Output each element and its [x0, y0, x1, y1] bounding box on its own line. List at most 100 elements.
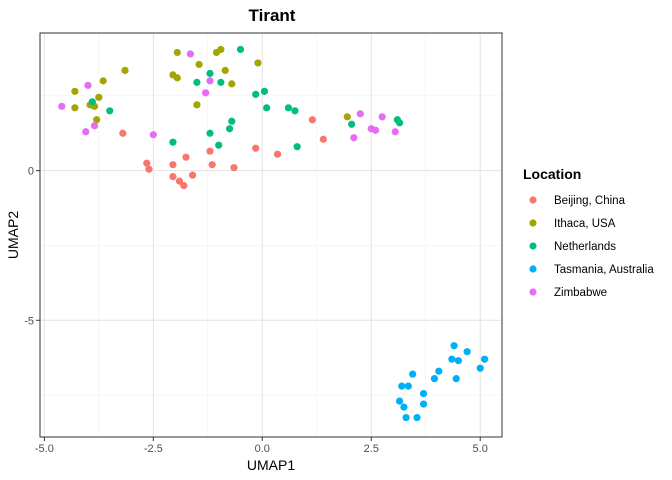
- data-point: [169, 161, 177, 169]
- x-tick-label: 2.5: [364, 443, 379, 455]
- plot-background: [40, 33, 502, 437]
- data-point: [398, 382, 406, 390]
- data-point: [254, 59, 262, 67]
- data-point: [95, 93, 103, 101]
- data-point: [202, 89, 210, 97]
- data-point: [293, 143, 301, 151]
- x-tick-label: 5.0: [473, 443, 488, 455]
- data-point: [58, 102, 66, 110]
- data-point: [291, 107, 299, 115]
- y-axis-ticks: -5 0: [24, 166, 40, 327]
- data-point: [169, 173, 177, 181]
- data-point: [93, 116, 101, 124]
- data-point: [350, 134, 358, 142]
- data-point: [450, 342, 458, 350]
- data-point: [173, 48, 181, 57]
- legend-title: Location: [523, 166, 581, 182]
- legend-label: Ithaca, USA: [554, 218, 616, 230]
- data-point: [206, 77, 214, 85]
- data-point: [71, 87, 79, 95]
- data-point: [182, 153, 190, 161]
- data-point: [188, 171, 197, 179]
- data-point: [273, 150, 282, 158]
- legend: Location Beijing, China Ithaca, USA Nether…: [523, 166, 654, 299]
- data-point: [82, 128, 90, 136]
- data-point: [419, 390, 428, 398]
- data-point: [121, 66, 129, 75]
- data-point: [149, 131, 157, 139]
- y-tick-label: -5: [24, 315, 34, 327]
- data-point: [119, 129, 127, 137]
- data-point: [372, 126, 380, 134]
- data-point: [206, 147, 214, 155]
- data-point: [430, 375, 439, 383]
- data-point: [193, 78, 201, 86]
- data-point: [308, 116, 317, 124]
- data-point: [106, 107, 114, 115]
- data-point: [319, 135, 327, 143]
- legend-label: Zimbabwe: [554, 287, 607, 299]
- data-point: [217, 78, 225, 86]
- data-point: [395, 119, 404, 127]
- data-point: [225, 125, 234, 133]
- data-point: [180, 182, 188, 190]
- x-axis-ticks: -5.0 -2.5 0.0 2.5 5.0: [35, 437, 488, 455]
- data-point: [252, 144, 260, 152]
- data-point: [463, 348, 471, 356]
- data-point: [99, 77, 107, 85]
- chart-title: Tirant: [249, 6, 296, 25]
- legend-key: [529, 242, 537, 250]
- data-point: [343, 113, 351, 121]
- data-point: [236, 45, 245, 54]
- data-point: [173, 74, 181, 82]
- data-point: [400, 403, 408, 411]
- data-point: [448, 355, 456, 363]
- data-points: [58, 45, 489, 422]
- data-point: [454, 357, 463, 365]
- data-point: [169, 138, 177, 146]
- data-point: [378, 113, 386, 121]
- data-point: [263, 104, 271, 112]
- data-point: [175, 177, 184, 185]
- data-point: [230, 164, 238, 172]
- data-point: [90, 122, 99, 130]
- x-axis-title: UMAP1: [247, 457, 295, 473]
- data-point: [206, 129, 214, 137]
- data-point: [186, 50, 194, 58]
- data-point: [143, 159, 151, 167]
- data-point: [71, 104, 79, 112]
- legend-label: Beijing, China: [554, 195, 626, 207]
- data-point: [215, 141, 223, 149]
- data-point: [404, 382, 412, 390]
- data-point: [228, 117, 236, 125]
- legend-key: [529, 196, 537, 204]
- data-point: [208, 161, 216, 169]
- data-point: [206, 69, 214, 77]
- data-point: [145, 165, 153, 173]
- data-point: [391, 128, 399, 136]
- x-tick-label: -2.5: [144, 443, 163, 455]
- data-point: [193, 101, 201, 109]
- data-point: [260, 87, 269, 95]
- data-point: [395, 397, 404, 405]
- legend-key: [529, 219, 537, 227]
- data-point: [88, 98, 96, 106]
- legend-label: Tasmania, Australia: [554, 264, 654, 276]
- x-tick-label: 0.0: [255, 443, 270, 455]
- legend-label: Netherlands: [554, 241, 616, 253]
- data-point: [413, 413, 421, 422]
- data-point: [217, 45, 225, 54]
- data-point: [221, 66, 229, 75]
- data-point: [409, 370, 417, 378]
- data-point: [435, 367, 443, 375]
- y-tick-label: 0: [28, 166, 34, 178]
- data-point: [84, 81, 92, 89]
- x-tick-label: -5.0: [35, 443, 54, 455]
- data-point: [348, 120, 356, 128]
- gridlines: [40, 33, 502, 437]
- plot-border: [39, 32, 503, 438]
- data-point: [476, 364, 484, 372]
- data-point: [480, 355, 489, 363]
- y-axis-title: UMAP2: [5, 211, 21, 259]
